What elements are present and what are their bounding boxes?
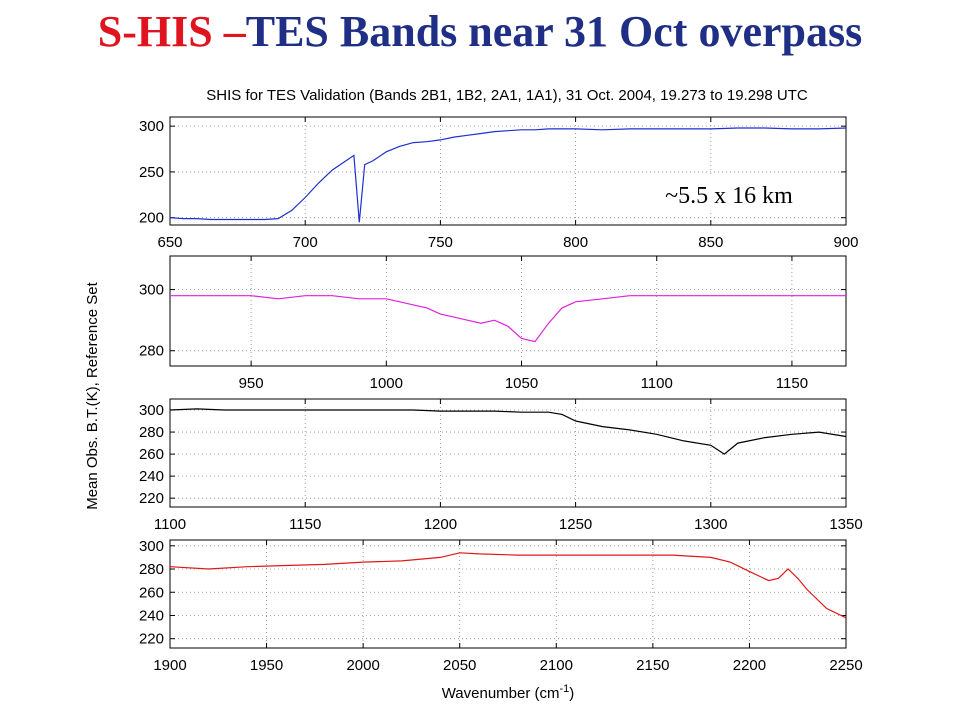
slide-title: S-HIS –TES Bands near 31 Oct overpass	[0, 6, 960, 58]
slide-title-dash: –	[223, 7, 246, 56]
y-tick-label: 280	[139, 561, 164, 578]
x-tick-label: 2250	[829, 657, 862, 674]
series-line-2A1	[170, 408, 846, 455]
x-tick-label: 950	[239, 375, 264, 392]
y-tick-label: 240	[139, 607, 164, 624]
panel-frame	[169, 255, 847, 367]
x-tick-label: 1900	[153, 657, 186, 674]
footprint-annotation: ~5.5 x 16 km	[665, 183, 793, 209]
y-axis-label: Mean Obs. B.T.(K), Reference Set	[84, 281, 101, 509]
x-tick-label: 2050	[443, 657, 476, 674]
x-tick-label: 1350	[829, 516, 862, 533]
x-axis-label-superscript: -1	[560, 683, 570, 695]
panel-frame	[169, 398, 847, 508]
y-tick-label: 300	[139, 282, 164, 299]
x-tick-label: 1000	[370, 375, 403, 392]
x-tick-label: 1250	[559, 516, 592, 533]
panel-1B2: 950 1000 1050 1100 1150 280 300	[139, 255, 847, 392]
panel-2A1: 1100 1150 1200 1250 1300 1350 220 240 260 280 300	[139, 398, 863, 533]
panel-2B1: 650 700 750 800 850 900 200 250 300	[139, 116, 859, 251]
slide-title-part2: TES Bands near 31 Oct overpass	[245, 7, 863, 56]
x-axis-label-main: Wavenumber (cm	[442, 685, 560, 702]
x-tick-label: 2000	[346, 657, 379, 674]
x-axis-label: Wavenumber (cm-1)	[442, 683, 575, 702]
x-tick-label: 1950	[250, 657, 283, 674]
x-tick-label: 1300	[694, 516, 727, 533]
y-tick-label: 200	[139, 210, 164, 227]
panels: 650 700 750 800 850 900 200 250 300 950 1000 1050 11…	[139, 116, 863, 674]
x-tick-label: 2100	[540, 657, 573, 674]
y-tick-label: 300	[139, 402, 164, 419]
y-tick-label: 280	[139, 343, 164, 360]
x-tick-label: 1100	[154, 516, 186, 533]
series-line-1B2	[170, 295, 846, 343]
x-tick-label: 900	[833, 234, 858, 251]
x-tick-label: 1050	[505, 375, 538, 392]
y-tick-label: 220	[139, 631, 164, 648]
y-tick-label: 260	[139, 584, 164, 601]
y-tick-label: 220	[139, 490, 164, 507]
y-tick-label: 300	[139, 538, 164, 555]
x-tick-label: 2150	[636, 657, 669, 674]
x-tick-label: 750	[428, 234, 453, 251]
x-tick-label: 700	[293, 234, 318, 251]
annotation-box	[633, 175, 826, 213]
figure-title: SHIS for TES Validation (Bands 2B1, 1B2,…	[206, 87, 808, 104]
y-tick-label: 250	[139, 164, 164, 181]
y-tick-label: 280	[139, 424, 164, 441]
x-tick-label: 1200	[424, 516, 457, 533]
series-line-2B1	[170, 127, 846, 223]
panel-1A1: 1900 1950 2000 2050 2100 2150 2200 2250 220 240 26…	[139, 538, 863, 674]
panel-frame	[169, 539, 847, 649]
x-tick-label: 1100	[641, 375, 673, 392]
x-tick-label: 2200	[733, 657, 766, 674]
series-line-1A1	[170, 552, 846, 619]
x-tick-label: 1150	[776, 375, 808, 392]
x-tick-label: 800	[563, 234, 588, 251]
x-tick-label: 650	[157, 234, 182, 251]
x-tick-label: 850	[698, 234, 723, 251]
x-axis-label-end: )	[569, 685, 574, 702]
slide-title-part1: S-HIS	[97, 7, 213, 56]
y-tick-label: 240	[139, 468, 164, 485]
y-tick-label: 300	[139, 118, 164, 135]
x-tick-label: 1150	[289, 516, 321, 533]
y-tick-label: 260	[139, 446, 164, 463]
